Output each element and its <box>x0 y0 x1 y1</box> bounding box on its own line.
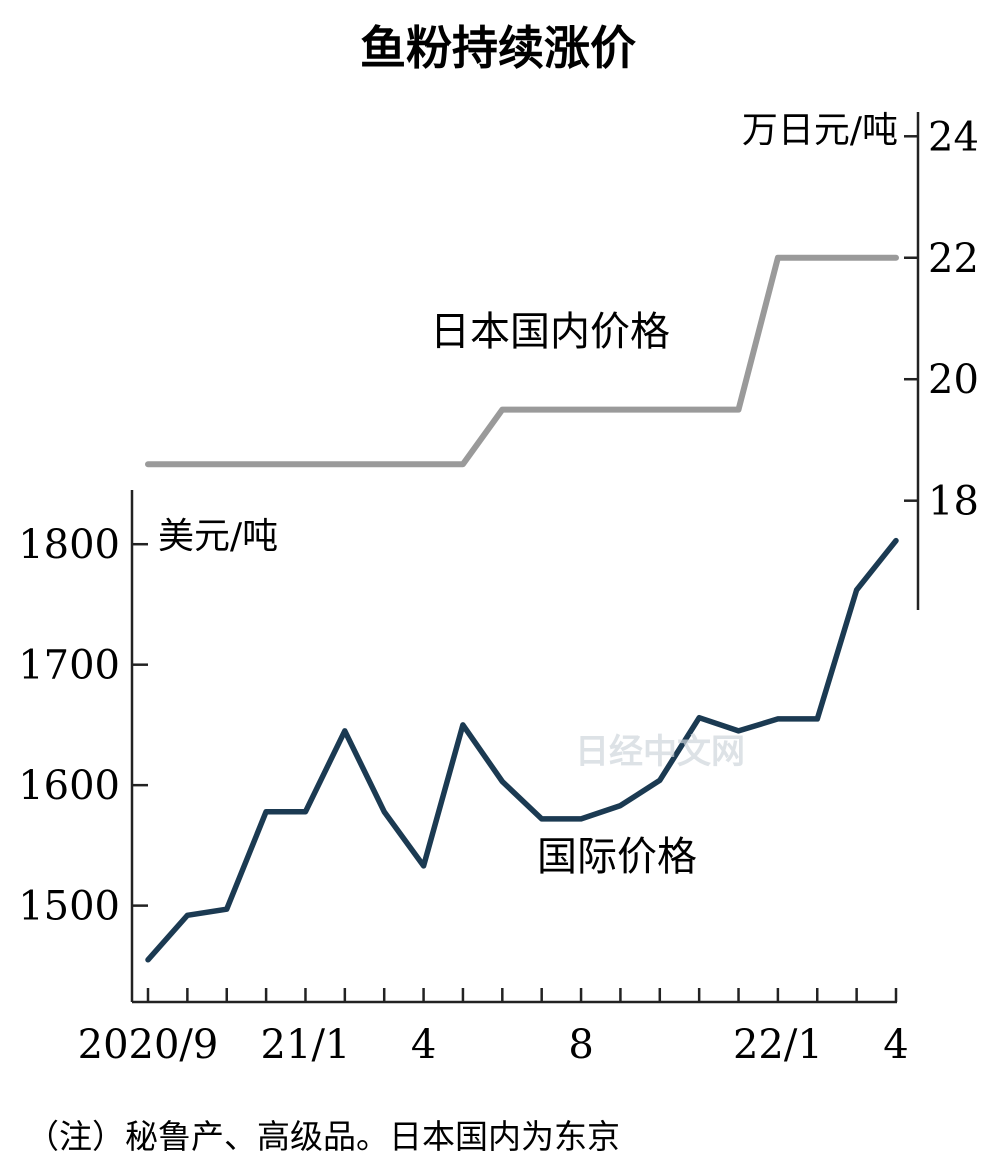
series-label-international: 国际价格 <box>537 834 697 880</box>
series-line-international <box>145 537 899 963</box>
right-tick-label: 24 <box>928 114 979 160</box>
right-tick-label: 22 <box>928 236 979 282</box>
x-axis-ticks <box>146 988 898 1002</box>
x-tick-label: 22/1 <box>733 1022 823 1068</box>
right-axis-unit: 万日元/吨 <box>742 110 898 151</box>
left-tick-label: 1700 <box>18 643 120 689</box>
footnote: （注）秘鲁产、高级品。日本国内为东京 <box>26 1117 620 1156</box>
series-label-domestic: 日本国内价格 <box>430 309 670 355</box>
x-tick-label: 21/1 <box>261 1022 351 1068</box>
series-line-domestic <box>145 254 899 468</box>
right-tick-label: 18 <box>928 479 979 525</box>
right-axis-ticks: 18 20 22 24 <box>904 114 979 525</box>
series-layer <box>145 254 899 963</box>
left-tick-label: 1800 <box>18 522 120 568</box>
watermark-text: 日经中文网 <box>575 732 745 772</box>
x-tick-label: 8 <box>568 1022 593 1068</box>
x-tick-label: 2020/9 <box>78 1022 219 1068</box>
x-tick-label: 4 <box>883 1022 908 1068</box>
left-tick-label: 1600 <box>18 763 120 809</box>
right-tick-label: 20 <box>928 357 979 403</box>
chart-title: 鱼粉持续涨价 <box>360 21 636 75</box>
series-line-domestic-points <box>147 257 897 465</box>
left-tick-label: 1500 <box>18 884 120 930</box>
x-tick-label: 4 <box>411 1022 436 1068</box>
left-axis-ticks: 1500 1600 1700 1800 <box>18 522 148 930</box>
series-line-international-points <box>147 540 897 960</box>
left-axis-unit: 美元/吨 <box>158 516 278 557</box>
x-axis-tick-labels: 2020/9 21/1 4 8 22/1 4 <box>78 1022 909 1068</box>
